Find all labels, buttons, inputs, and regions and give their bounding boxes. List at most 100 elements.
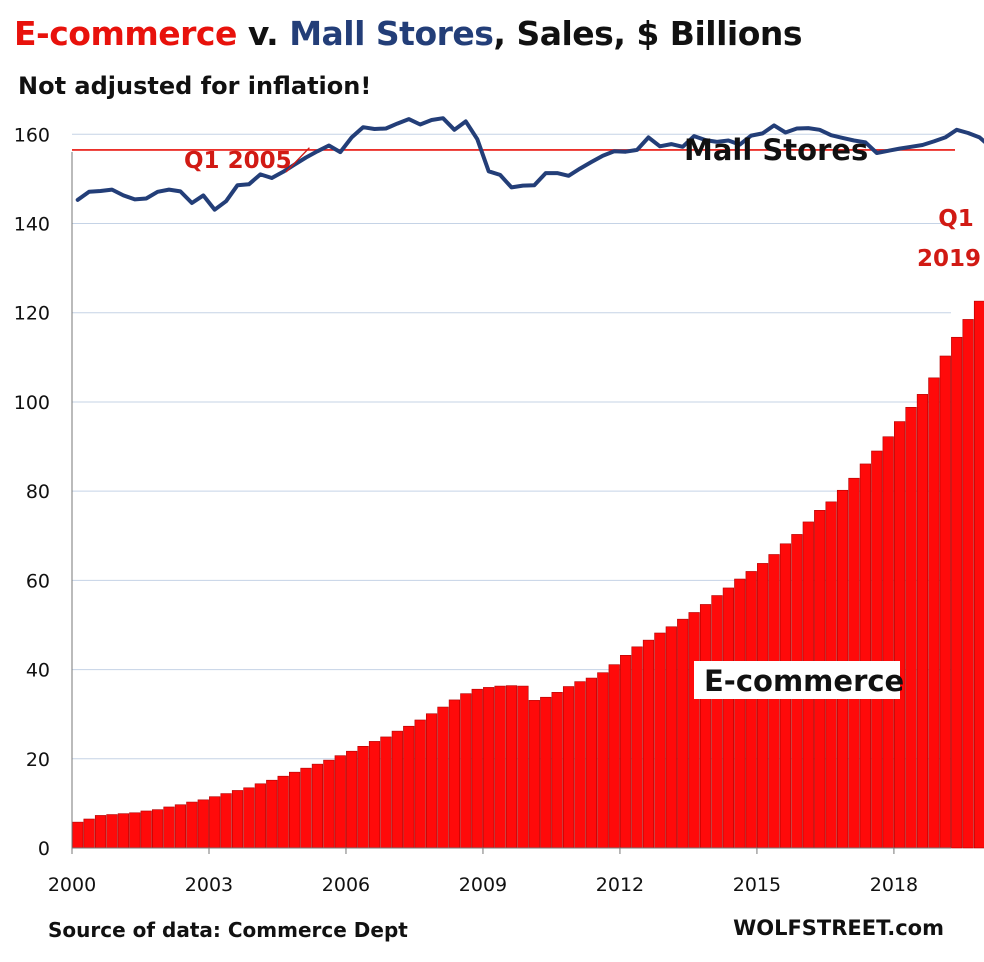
x-tick-label: 2006 [322,874,370,896]
ecommerce-bar [300,767,312,849]
ecommerce-bars [72,300,984,849]
y-tick-label: 100 [14,392,50,414]
annotation-q1: Q1 [938,206,974,232]
ecommerce-bar [951,336,963,849]
mall-stores-line [75,116,984,212]
ecommerce-bar [677,618,689,849]
y-tick-label: 80 [26,481,50,503]
y-tick-label: 0 [38,838,50,860]
y-tick-label: 20 [26,749,50,771]
ecommerce-bar [688,612,700,849]
ecommerce-bar [209,796,221,849]
ecommerce-bar [277,775,289,849]
ecommerce-bar [916,394,929,849]
ecommerce-bar [414,719,426,849]
title-rest: , Sales, $ Billions [493,14,802,53]
ecommerce-bar [403,725,415,849]
ecommerce-bar [494,685,506,849]
ecommerce-bar [152,809,164,849]
ecommerce-bar [83,818,95,849]
ecommerce-bar [620,655,632,849]
ecommerce-bar [334,755,346,849]
ecommerce-bar [505,685,518,849]
x-tick-label: 2018 [870,874,918,896]
ecommerce-bar [939,355,951,849]
chart-subtitle: Not adjusted for inflation! [18,72,372,100]
chart-title: E-commerce v. Mall Stores, Sales, $ Bill… [14,14,802,53]
ecommerce-bar [254,783,266,849]
ecommerce-bar [517,685,529,849]
grid-lines [72,133,951,760]
annotation-q1-2005: Q1 2005 [184,148,292,174]
ecommerce-bar [391,730,403,849]
ecommerce-bar [425,713,438,849]
x-tick-label: 2015 [733,874,781,896]
x-tick-label: 2012 [596,874,644,896]
ecommerce-bar [665,626,677,849]
ecommerce-bar [574,681,586,849]
mall-stores-series [75,116,984,212]
axes [71,152,951,854]
ecommerce-bar [368,741,381,849]
ecommerce-bar [528,700,540,849]
ecommerce-bar [551,692,563,849]
ecommerce-bar [562,686,575,849]
ecommerce-bar [323,759,335,849]
ecommerce-bar [471,688,483,849]
title-ecommerce: E-commerce [14,14,237,53]
ecommerce-label: E-commerce [704,664,904,698]
title-mall: Mall Stores [289,14,494,53]
ecommerce-bar [174,804,187,849]
mall-stores-label: Mall Stores [684,133,868,167]
ecommerce-bar [380,736,392,849]
ecommerce-bar [243,787,255,849]
ecommerce-label-box [694,661,900,699]
ecommerce-bar [597,672,609,849]
ecommerce-bar [871,450,883,849]
ecommerce-bar [631,646,643,849]
ecommerce-bar [106,814,118,849]
ecommerce-bar [859,463,871,849]
ecommerce-bar [973,300,984,849]
ecommerce-bar [711,595,723,849]
ecommerce-bar [140,810,152,849]
ecommerce-bar [72,821,84,849]
ecommerce-bar [882,436,894,849]
y-tick-label: 120 [14,303,50,325]
ecommerce-bar [905,406,917,849]
ecommerce-bar [642,639,655,849]
ecommerce-bar [757,563,769,849]
ecommerce-bar [654,632,666,849]
ecommerce-bar [437,706,449,849]
ecommerce-bar [288,771,301,849]
ecommerce-bar [734,578,746,849]
ecommerce-bar [768,554,780,849]
ecommerce-bar [220,793,232,849]
title-versus: v. [236,14,290,53]
ecommerce-bar [585,677,598,849]
ecommerce-bar [163,806,175,849]
ecommerce-bar [311,763,324,849]
ecommerce-bar [483,687,495,849]
annotation-2019: 2019 [917,246,981,272]
x-tick-label: 2009 [459,874,507,896]
ecommerce-bar [460,693,472,849]
y-tick-label: 140 [14,214,50,236]
ecommerce-bar [928,377,940,849]
ecommerce-bar [699,604,712,849]
ecommerce-bar [962,319,974,849]
ecommerce-bar [197,799,209,849]
source-note: Source of data: Commerce Dept [48,918,408,942]
ecommerce-bar [231,790,244,849]
y-tick-label: 160 [14,124,50,146]
ecommerce-bar [117,813,129,849]
x-tick-label: 2003 [185,874,233,896]
ecommerce-bar [129,812,141,849]
ecommerce-bar [540,696,552,849]
y-tick-label: 60 [26,570,50,592]
ecommerce-bar [266,779,278,849]
annotation-pointer [285,147,310,173]
ecommerce-bar [94,815,107,849]
ecommerce-bar [894,421,906,849]
